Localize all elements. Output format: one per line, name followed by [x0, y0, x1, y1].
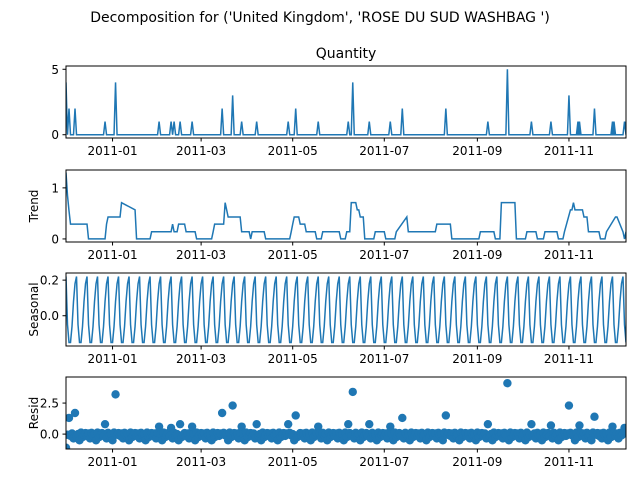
x-tick-label: 2011-03: [176, 248, 226, 262]
resid-point: [483, 419, 493, 429]
y-tick-label: 1: [51, 181, 59, 195]
resid-point: [546, 421, 556, 430]
resid-point: [621, 428, 626, 437]
plot-area: [66, 69, 626, 136]
resid-point: [590, 412, 599, 421]
resid-point: [237, 422, 246, 431]
resid-point: [398, 413, 407, 423]
x-tick-label: 2011-07: [359, 455, 409, 469]
resid-point: [291, 411, 300, 420]
resid-point: [564, 401, 574, 410]
x-tick-label: 2011-01: [87, 352, 137, 366]
x-tick-label: 2011-11: [544, 455, 594, 469]
resid-point: [111, 390, 120, 399]
seasonal-series-line: [66, 276, 626, 344]
y-axis-label: Trend: [27, 190, 41, 224]
panel-3: 0.0 0.2 2011-01 2011-03 2011-05 2011-07 2011-0…: [27, 272, 627, 366]
x-tick-label: 2011-07: [359, 352, 409, 366]
x-tick-label: 2011-01: [87, 144, 137, 158]
resid-point: [283, 419, 293, 429]
panel-frame: [65, 272, 627, 347]
resid-point: [252, 419, 261, 429]
resid-point: [348, 387, 357, 397]
y-tick-label: 2.5: [40, 397, 59, 411]
trend-series-line: [66, 172, 626, 240]
x-tick-label: 2011-05: [268, 455, 318, 469]
resid-point: [228, 401, 237, 410]
y-tick-label: 0: [51, 128, 59, 142]
resid-point: [438, 436, 448, 445]
quantity-series-line: [66, 69, 626, 136]
resid-point: [175, 419, 185, 429]
x-tick-label: 2011-03: [176, 352, 226, 366]
x-tick-label: 2011-03: [176, 455, 226, 469]
resid-point: [187, 422, 197, 431]
resid-point: [365, 419, 374, 429]
resid-point: [344, 419, 353, 429]
y-tick-label: 0.2: [40, 274, 59, 288]
panel-frame: [65, 65, 627, 139]
plot-area: [66, 379, 626, 449]
resid-point: [100, 419, 110, 429]
plot-area: [66, 276, 626, 344]
x-tick-label: 2011-05: [268, 352, 318, 366]
x-tick-label: 2011-07: [359, 144, 409, 158]
x-tick-label: 2011-01: [87, 455, 137, 469]
y-tick-label: 0.0: [40, 428, 59, 442]
resid-point: [587, 436, 596, 445]
resid-point: [154, 422, 164, 431]
resid-point: [503, 379, 512, 388]
panel-frame: [65, 169, 627, 243]
y-axis-label: Resid: [27, 397, 41, 429]
resid-point: [386, 422, 395, 431]
x-tick-label: 2011-11: [544, 352, 594, 366]
x-tick-label: 2011-11: [544, 144, 594, 158]
x-tick-label: 2011-11: [544, 248, 594, 262]
x-tick-label: 2011-01: [87, 248, 137, 262]
panel-1: 0 5 2011-01 2011-03 2011-05 2011-07 2011-09 201…: [51, 46, 627, 158]
resid-point: [314, 422, 323, 431]
y-tick-label: 5: [51, 63, 59, 77]
x-tick-label: 2011-05: [268, 248, 318, 262]
y-axis-label: Seasonal: [27, 282, 41, 336]
resid-point: [608, 422, 617, 431]
panel-4: 0.0 2.5 2011-01 2011-03 2011-05 2011-07 2011-0…: [27, 376, 627, 469]
x-tick-label: 2011-09: [452, 248, 502, 262]
x-tick-label: 2011-07: [359, 248, 409, 262]
x-tick-label: 2011-05: [268, 144, 318, 158]
plot-area: [66, 172, 626, 240]
resid-point: [66, 413, 74, 423]
x-tick-label: 2011-09: [452, 144, 502, 158]
resid-point: [217, 408, 227, 418]
y-tick-label: 0: [51, 232, 59, 246]
x-tick-label: 2011-03: [176, 144, 226, 158]
panel-title: Quantity: [316, 46, 377, 62]
resid-point: [108, 436, 117, 445]
resid-point: [575, 421, 584, 430]
resid-point: [70, 408, 80, 418]
resid-point: [441, 411, 451, 420]
y-tick-label: 0.0: [40, 309, 59, 323]
figure-title: Decomposition for ('United Kingdom', 'RO…: [90, 10, 550, 26]
x-tick-label: 2011-09: [452, 455, 502, 469]
x-tick-label: 2011-09: [452, 352, 502, 366]
resid-point: [527, 419, 536, 429]
panel-frame: [65, 376, 627, 450]
resid-point: [66, 443, 71, 449]
panel-2: 0 1 2011-01 2011-03 2011-05 2011-07 2011-09 201…: [27, 169, 627, 262]
